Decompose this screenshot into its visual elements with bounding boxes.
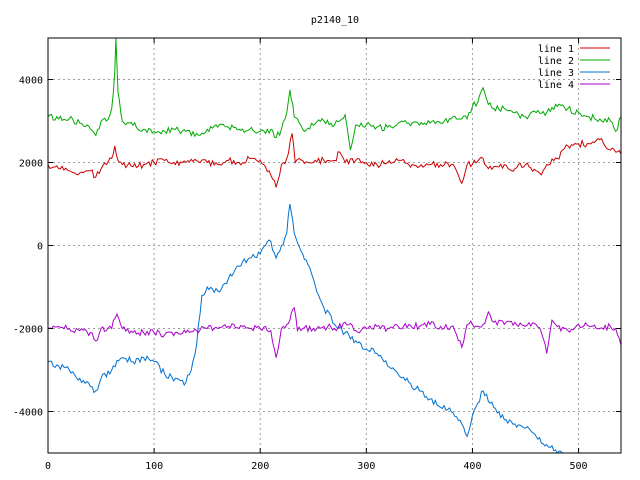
y-tick-label: -4000 — [13, 408, 43, 419]
legend-label-4: line 4 — [538, 80, 574, 91]
y-tick-label: -2000 — [13, 325, 43, 336]
legend-label-3: line 3 — [538, 68, 574, 79]
axis-ticks: 0 100 200 300 400 500 -4000 -2000 0 2000 4000 — [13, 38, 621, 472]
series-layer — [48, 38, 621, 453]
legend-label-2: line 2 — [538, 56, 574, 67]
x-tick-label: 300 — [357, 461, 375, 472]
y-tick-label: 0 — [37, 242, 43, 253]
series-line-3 — [48, 203, 567, 453]
x-tick-label: 400 — [463, 461, 481, 472]
y-tick-label: 2000 — [19, 159, 43, 170]
series-line-2 — [48, 38, 621, 151]
series-line-4 — [48, 306, 621, 358]
legend-label-1: line 1 — [538, 44, 574, 55]
series-line-1 — [48, 133, 621, 188]
x-tick-label: 0 — [45, 461, 51, 472]
chart-title: p2140_10 — [311, 15, 359, 26]
grid-lines — [48, 38, 621, 453]
y-tick-label: 4000 — [19, 76, 43, 87]
x-tick-label: 100 — [145, 461, 163, 472]
x-tick-label: 200 — [251, 461, 269, 472]
x-tick-label: 500 — [570, 461, 588, 472]
